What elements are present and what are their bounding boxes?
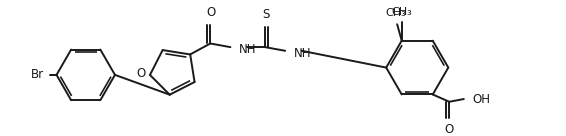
Text: CH₃: CH₃ — [391, 7, 412, 17]
Text: CH₃: CH₃ — [385, 8, 406, 18]
Text: S: S — [262, 8, 269, 21]
Text: O: O — [136, 67, 145, 80]
Text: O: O — [444, 123, 454, 136]
Text: OH: OH — [472, 92, 490, 106]
Text: NH: NH — [239, 43, 256, 56]
Text: Br: Br — [31, 68, 44, 81]
Text: O: O — [207, 6, 216, 19]
Text: NH: NH — [293, 47, 311, 60]
